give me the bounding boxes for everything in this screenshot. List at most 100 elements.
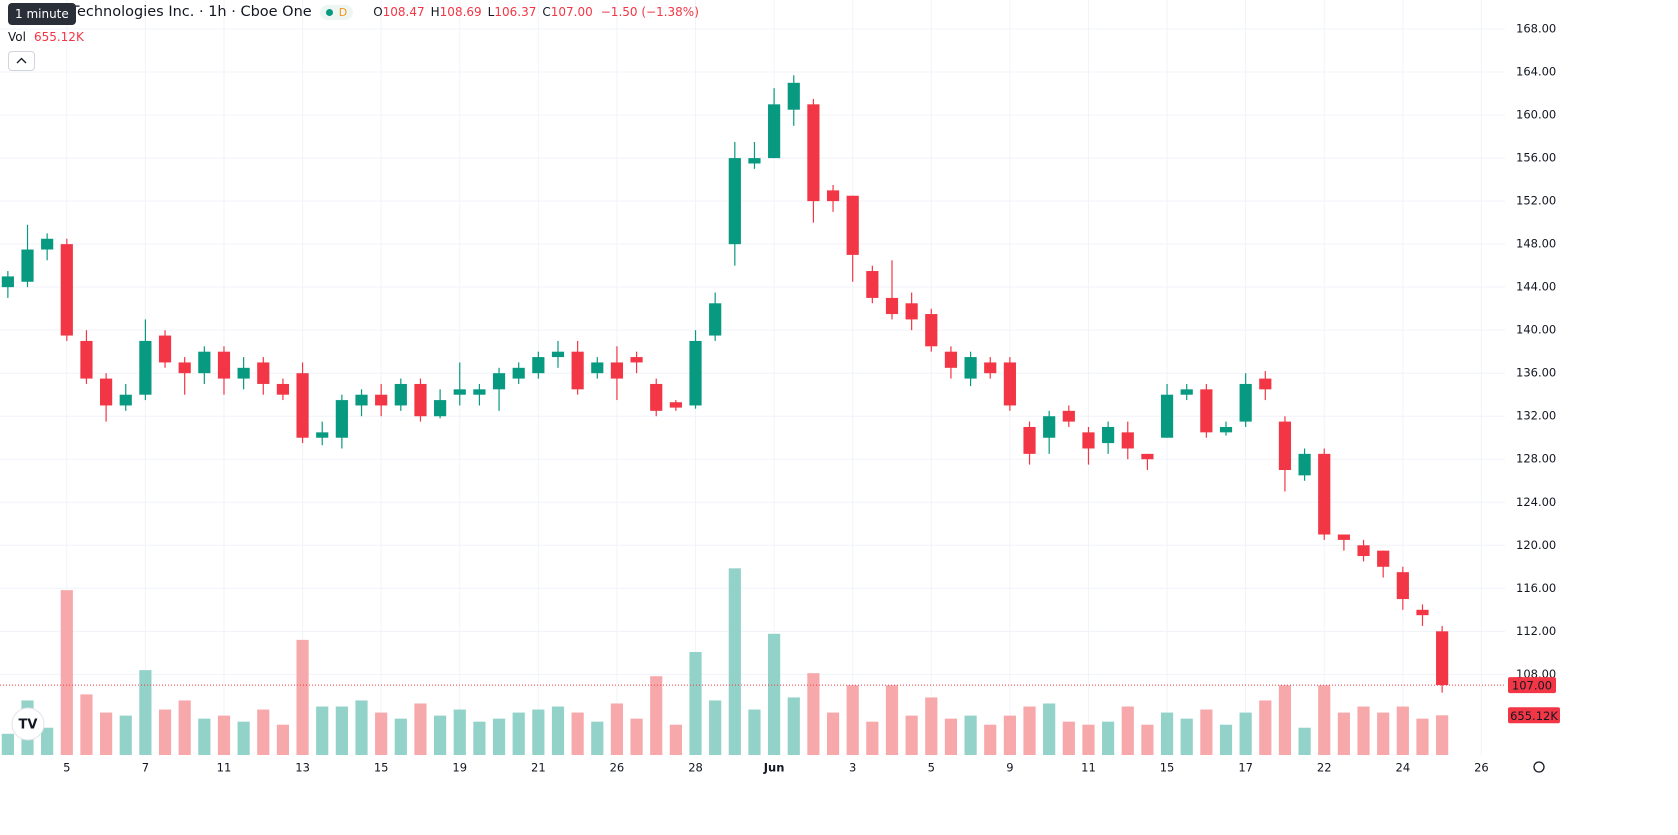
volume-value: 655.12K (33, 30, 84, 44)
volume-bar (1062, 721, 1075, 755)
candle-body (1436, 631, 1449, 686)
axes: 108.00112.00116.00120.00124.00128.00132.… (0, 22, 1560, 775)
volume-bar (355, 700, 368, 755)
volume-bar (630, 718, 643, 755)
status-dot (325, 8, 333, 16)
candle-body (158, 335, 172, 363)
volume-bar (748, 709, 761, 755)
volume-bar (237, 721, 250, 755)
volume-bar (944, 718, 958, 755)
volume-bar (1200, 709, 1213, 755)
candle-body (591, 362, 604, 374)
candle-body (316, 432, 329, 438)
volume-bar (1121, 706, 1134, 755)
y-tick-label: 148.00 (1516, 237, 1556, 251)
candle-body (787, 82, 800, 110)
volume-bar (1259, 700, 1272, 755)
volume-bar (1278, 685, 1292, 755)
volume-bar (1318, 685, 1331, 755)
candle-body (964, 357, 977, 379)
legend-header: r Technologies Inc. · 1h · Cboe One D O1… (8, 4, 699, 20)
ohlc-key: H (430, 5, 440, 19)
candle-body (1141, 453, 1154, 460)
symbol[interactable]: r Technologies Inc. · 1h · Cboe One (60, 4, 312, 20)
volume-bar (610, 703, 624, 755)
x-tick-label: 21 (531, 761, 546, 775)
candle-body (1337, 534, 1350, 540)
candle-body (80, 340, 93, 379)
x-tick-label: Jun (763, 761, 785, 775)
candle-body (512, 367, 525, 379)
candle-body (728, 158, 741, 245)
ohlc-value: 107.00 (550, 5, 593, 19)
y-tick-label: 140.00 (1516, 323, 1556, 337)
x-tick-label: 19 (452, 761, 467, 775)
candle-body (257, 362, 270, 384)
volume-bar (1436, 715, 1449, 755)
x-tick-label: 9 (1006, 761, 1013, 775)
volume-bar (512, 712, 525, 755)
volume-bar (1, 733, 14, 755)
candle-body (905, 303, 918, 320)
candle-body (1003, 362, 1016, 406)
candle-body (100, 378, 113, 406)
volume-bar (414, 703, 427, 755)
candle-body (768, 104, 781, 159)
x-tick-label: 28 (688, 761, 703, 775)
settings-gear[interactable] (1533, 761, 1545, 773)
y-tick-label: 124.00 (1516, 495, 1556, 509)
volume-bar (335, 706, 348, 755)
x-tick-label: 24 (1396, 761, 1411, 775)
y-tick-label: 152.00 (1516, 194, 1556, 208)
candle-body (119, 394, 132, 406)
volume-bar (532, 709, 545, 755)
volume-bar (885, 685, 899, 755)
candle-body (866, 271, 879, 298)
candle-body (1043, 416, 1056, 438)
x-tick-label: 11 (217, 761, 232, 775)
x-tick-label: 15 (1160, 761, 1175, 775)
volume-bar (41, 727, 54, 755)
volume-bar (1416, 718, 1429, 755)
volume-bar (1357, 706, 1370, 755)
candle-body (1357, 545, 1370, 557)
candle-body (296, 373, 309, 438)
volume-bar (1023, 706, 1036, 755)
candle-layer (1, 75, 1449, 693)
settings-icon[interactable] (1533, 761, 1545, 773)
candle-body (41, 238, 54, 250)
logo: TV (11, 707, 45, 741)
candle-body (807, 104, 820, 202)
candle-body (984, 362, 997, 374)
volume-bar (1180, 718, 1193, 755)
candle-body (1219, 426, 1233, 433)
status-badge[interactable]: D (319, 4, 354, 20)
volume-bar (257, 709, 270, 755)
volume-bar (925, 697, 938, 755)
candle-body (1082, 432, 1095, 449)
candle-body (1160, 394, 1174, 438)
collapse-button[interactable] (8, 51, 35, 71)
x-tick-label: 15 (374, 761, 389, 775)
volume-bar (119, 715, 132, 755)
candle-body (434, 400, 447, 417)
candle-body (1, 276, 14, 288)
candle-body (217, 351, 231, 379)
last-price-tag-bg (1508, 677, 1556, 694)
y-tick-label: 112.00 (1516, 624, 1556, 638)
candle-body (1023, 426, 1036, 454)
volume-bar (492, 718, 506, 755)
x-tick-label: 3 (849, 761, 856, 775)
volume-bar (276, 724, 290, 755)
volume-bar (728, 568, 741, 755)
volume-bar (1043, 703, 1056, 755)
y-tick-label: 132.00 (1516, 409, 1556, 423)
volume-bar (1337, 712, 1350, 755)
candle-body (394, 383, 407, 406)
candle-body (885, 297, 899, 315)
volume-bar (217, 715, 231, 755)
volume-bar (316, 706, 329, 755)
